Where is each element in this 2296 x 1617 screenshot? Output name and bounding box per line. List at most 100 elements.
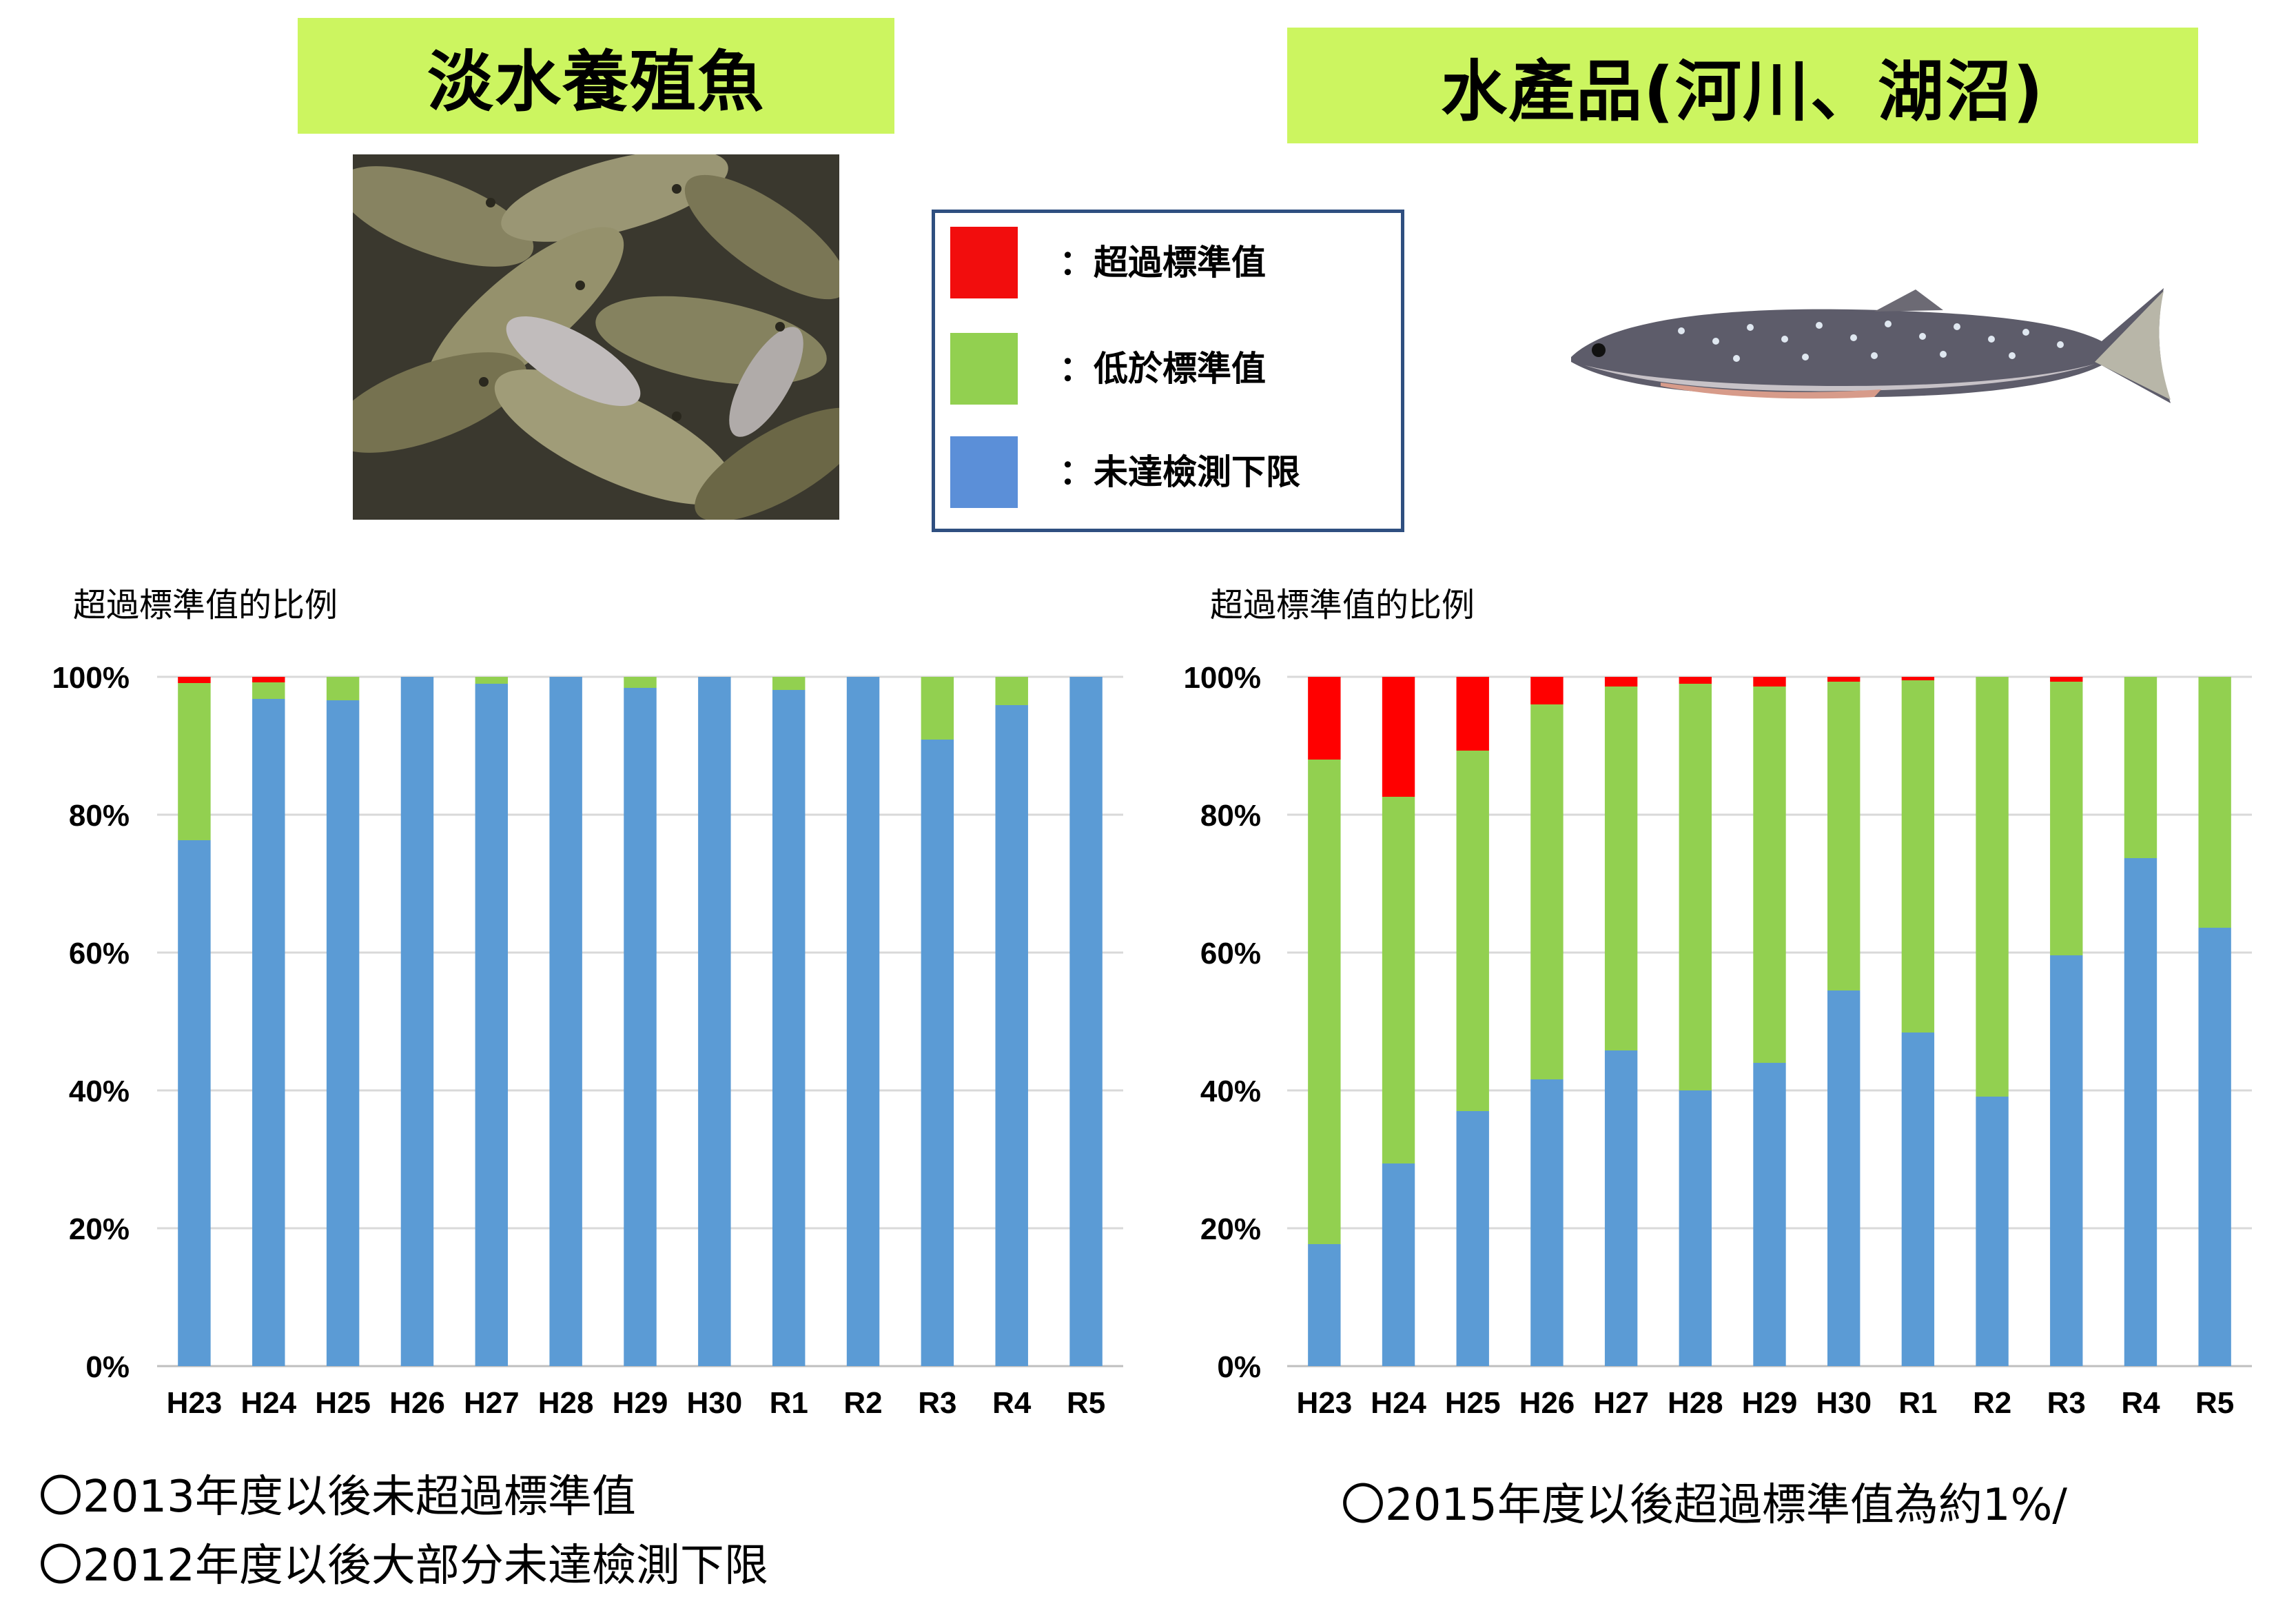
- right-xtick-label: R2: [1973, 1386, 2011, 1420]
- trout-photo: [1557, 276, 2191, 420]
- right-bar-H24-s2: [1382, 677, 1415, 797]
- left-bar-H25-s0: [326, 700, 360, 1366]
- left-note-2: 〇2012年度以後大部分未達檢測下限: [39, 1540, 768, 1591]
- legend-item-below: ：低於標準值: [950, 333, 1377, 405]
- right-bar-H28-s2: [1679, 677, 1712, 684]
- legend-swatch-below: [950, 333, 1018, 405]
- right-bar-R1-s0: [1901, 1033, 1935, 1366]
- left-xtick-label: H29: [613, 1386, 668, 1420]
- right-bar-H24-s0: [1382, 1163, 1415, 1366]
- left-note-1: 〇2013年度以後未超過標準值: [39, 1472, 636, 1523]
- right-xtick-label: H28: [1668, 1386, 1723, 1420]
- right-bar-R5-s1: [2198, 677, 2231, 928]
- left-bar-H23-s0: [178, 840, 211, 1366]
- right-xtick-label: H24: [1371, 1386, 1426, 1420]
- left-bar-H27-s0: [475, 684, 509, 1366]
- left-bar-H23-s2: [178, 677, 211, 683]
- left-bar-H24-s1: [252, 682, 285, 699]
- right-bar-R3-s0: [2050, 955, 2083, 1366]
- right-ytick-label: 80%: [1200, 799, 1261, 833]
- right-bar-R2-s0: [1976, 1097, 2009, 1366]
- right-bar-H25-s1: [1456, 751, 1489, 1111]
- right-bar-H29-s2: [1753, 677, 1786, 687]
- left-bar-H27-s1: [475, 677, 509, 684]
- left-bar-H26-s0: [400, 677, 434, 1366]
- right-bar-R3-s2: [2050, 677, 2083, 682]
- left-section-title: 淡水養殖魚: [298, 18, 894, 134]
- left-xtick-label: H28: [538, 1386, 594, 1420]
- right-ytick-label: 100%: [1183, 661, 1261, 695]
- right-xtick-label: H25: [1445, 1386, 1501, 1420]
- legend-item-undetected: ：未達檢測下限: [950, 436, 1377, 508]
- left-bar-H24-s2: [252, 677, 285, 682]
- carp-photo: [353, 154, 839, 520]
- left-bar-R4-s0: [995, 705, 1028, 1366]
- left-xtick-label: H26: [389, 1386, 445, 1420]
- left-xtick-label: H24: [240, 1386, 296, 1420]
- right-bar-H27-s0: [1604, 1050, 1638, 1366]
- right-bar-H23-s2: [1308, 677, 1341, 760]
- right-note-1: 〇2015年度以後超過標準值為約1%/: [1341, 1480, 2067, 1531]
- left-bar-R1-s1: [772, 677, 806, 690]
- right-xtick-label: R1: [1898, 1386, 1937, 1420]
- left-bar-R2-s0: [846, 677, 880, 1366]
- right-bar-R1-s1: [1901, 680, 1935, 1033]
- left-bar-H29-s1: [624, 677, 657, 688]
- left-ytick-label: 80%: [69, 799, 130, 833]
- right-bar-H27-s1: [1604, 687, 1638, 1050]
- left-bar-H30-s0: [698, 677, 731, 1366]
- left-ytick-label: 20%: [69, 1212, 130, 1246]
- right-ytick-label: 60%: [1200, 937, 1261, 970]
- legend-label-undetected: ：未達檢測下限: [1059, 452, 1300, 492]
- left-xtick-label: H25: [315, 1386, 371, 1420]
- left-xtick-label: R1: [770, 1386, 808, 1420]
- right-xtick-label: H23: [1296, 1386, 1352, 1420]
- right-bar-H25-s2: [1456, 677, 1489, 751]
- left-xtick-label: R4: [992, 1386, 1032, 1420]
- right-xtick-label: H29: [1742, 1386, 1798, 1420]
- right-bar-H30-s1: [1827, 682, 1861, 990]
- right-bar-H27-s2: [1604, 677, 1638, 687]
- right-bar-H26-s0: [1530, 1079, 1564, 1366]
- right-ytick-label: 40%: [1200, 1075, 1261, 1108]
- legend-label-exceed: ：超過標準值: [1059, 243, 1266, 283]
- left-chart-title: 超過標準值的比例: [73, 586, 338, 624]
- right-chart-title: 超過標準值的比例: [1210, 586, 1475, 624]
- left-bar-H24-s0: [252, 699, 285, 1366]
- legend-item-exceed: ：超過標準值: [950, 227, 1377, 298]
- right-bar-H29-s1: [1753, 687, 1786, 1063]
- right-bar-H25-s0: [1456, 1111, 1489, 1366]
- left-xtick-label: R2: [843, 1386, 882, 1420]
- left-ytick-label: 0%: [85, 1350, 130, 1384]
- left-xtick-label: H23: [167, 1386, 223, 1420]
- right-bar-R4-s0: [2124, 858, 2157, 1366]
- right-bar-H28-s1: [1679, 684, 1712, 1090]
- right-bar-H24-s1: [1382, 797, 1415, 1163]
- right-bar-H30-s2: [1827, 677, 1861, 682]
- right-bar-R1-s2: [1901, 677, 1935, 680]
- left-ytick-label: 100%: [52, 661, 130, 695]
- right-bar-R4-s1: [2124, 677, 2157, 858]
- left-bar-R5-s0: [1069, 677, 1103, 1366]
- right-bar-H23-s0: [1308, 1244, 1341, 1366]
- right-bar-H29-s0: [1753, 1063, 1786, 1366]
- right-xtick-label: R3: [2047, 1386, 2086, 1420]
- right-xtick-label: R4: [2121, 1386, 2160, 1420]
- right-xtick-label: R5: [2195, 1386, 2234, 1420]
- right-xtick-label: H26: [1519, 1386, 1575, 1420]
- right-xtick-label: H27: [1593, 1386, 1649, 1420]
- left-bar-H29-s0: [624, 688, 657, 1366]
- right-bar-H28-s0: [1679, 1090, 1712, 1366]
- left-bar-H23-s1: [178, 683, 211, 840]
- right-bar-H26-s1: [1530, 704, 1564, 1079]
- right-bar-R5-s0: [2198, 928, 2231, 1366]
- left-bar-R3-s0: [921, 740, 954, 1366]
- legend: ：超過標準值 ：低於標準值 ：未達檢測下限: [932, 210, 1404, 532]
- right-section-title: 水產品(河川、湖沼): [1287, 28, 2198, 143]
- left-xtick-label: H30: [686, 1386, 742, 1420]
- left-xtick-label: R5: [1067, 1386, 1105, 1420]
- left-ytick-label: 60%: [69, 937, 130, 970]
- left-ytick-label: 40%: [69, 1075, 130, 1108]
- legend-swatch-exceed: [950, 227, 1018, 298]
